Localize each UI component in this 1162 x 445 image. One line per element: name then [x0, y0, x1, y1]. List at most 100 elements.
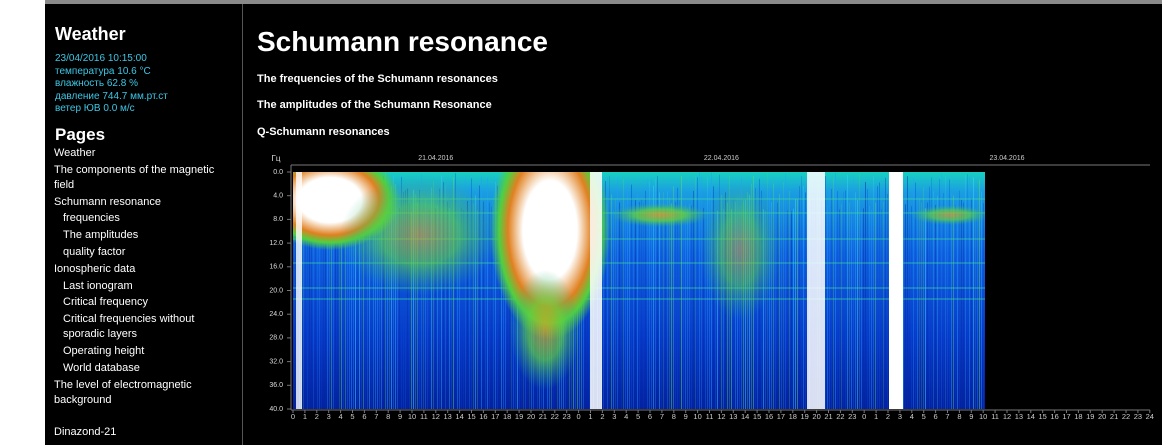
x-tick-label: 2 [315, 412, 319, 421]
texture [779, 193, 780, 409]
nav-link[interactable]: Dinazond-21 [54, 426, 117, 438]
texture [325, 196, 326, 409]
texture [333, 210, 334, 409]
content-link[interactable]: The amplitudes of the Schumann Resonance [257, 99, 492, 111]
texture [691, 205, 692, 409]
page-title: Schumann resonance [257, 26, 548, 57]
nav-sublink[interactable]: World database [63, 361, 140, 374]
texture [945, 176, 946, 409]
texture [427, 193, 428, 409]
texture [293, 238, 985, 240]
texture [413, 189, 414, 409]
texture [359, 190, 360, 409]
texture [389, 200, 390, 409]
texture [495, 181, 496, 409]
x-tick-label: 16 [1050, 412, 1058, 421]
texture [639, 202, 640, 409]
texture [789, 191, 790, 409]
x-tick-label: 7 [374, 412, 378, 421]
texture [929, 186, 930, 409]
texture [627, 181, 628, 409]
texture [409, 203, 410, 409]
texture [919, 198, 920, 409]
sidebar: Weather 23/04/2016 10:15:00 температура 1… [45, 4, 243, 445]
texture [665, 208, 666, 409]
texture [933, 191, 934, 409]
texture [967, 174, 968, 409]
nav-link[interactable]: The level of electromagnetic background [54, 378, 192, 406]
texture [875, 202, 876, 409]
x-tick-label: 14 [741, 412, 749, 421]
texture [827, 204, 828, 409]
content-link[interactable]: Q-Schumann resonances [257, 126, 390, 138]
nav-sublink[interactable]: Critical frequency [63, 296, 148, 309]
texture [619, 202, 620, 409]
nav-link[interactable]: Schumann resonance [54, 195, 162, 208]
texture [497, 185, 498, 409]
texture [917, 197, 918, 409]
texture [405, 190, 406, 409]
nav-sublink[interactable]: quality factor [63, 245, 126, 258]
texture [903, 199, 904, 409]
texture [621, 210, 622, 409]
nav-sublink[interactable]: Critical frequencies without sporadic la… [63, 313, 195, 341]
texture [787, 210, 788, 409]
texture [363, 178, 364, 409]
texture [481, 176, 482, 409]
texture [649, 181, 650, 409]
texture [645, 190, 646, 409]
texture [775, 191, 776, 409]
nav-link[interactable]: Weather [54, 147, 96, 159]
texture [983, 202, 984, 409]
x-tick-label: 21 [824, 412, 832, 421]
texture [635, 200, 636, 409]
texture [395, 184, 396, 409]
texture [473, 203, 474, 409]
x-tick-label: 17 [1062, 412, 1070, 421]
weather-heading: Weather [55, 24, 126, 44]
x-tick-label: 9 [684, 412, 688, 421]
texture [795, 198, 796, 409]
texture [887, 193, 888, 409]
x-tick-label: 6 [934, 412, 938, 421]
texture [701, 176, 702, 409]
texture [667, 191, 668, 409]
texture [865, 182, 866, 409]
texture [831, 189, 832, 409]
texture [307, 174, 308, 409]
texture [643, 203, 644, 409]
nav-sublink[interactable]: Operating height [63, 344, 145, 357]
texture [603, 211, 604, 409]
nav-sublink[interactable]: Last ionogram [63, 279, 133, 292]
texture [337, 190, 338, 409]
texture [963, 202, 964, 409]
nav-sublink[interactable]: The amplitudes [63, 229, 139, 242]
texture [407, 188, 408, 409]
x-tick-label: 11 [991, 412, 999, 421]
texture [849, 202, 850, 409]
texture [685, 203, 686, 409]
texture [453, 177, 454, 409]
y-tick-label: 32.0 [269, 358, 283, 365]
texture [909, 211, 910, 409]
texture [911, 206, 912, 409]
nav-link[interactable]: The components of the magnetic field [54, 163, 215, 191]
texture [353, 172, 354, 409]
texture [677, 187, 678, 409]
x-tick-label: 17 [491, 412, 499, 421]
texture [625, 203, 626, 409]
texture [885, 177, 886, 409]
texture [837, 191, 838, 409]
texture [467, 200, 468, 409]
texture [617, 177, 618, 409]
texture [335, 191, 336, 409]
content-link[interactable]: The frequencies of the Schumann resonanc… [257, 73, 498, 85]
x-tick-label: 2 [600, 412, 604, 421]
texture [475, 195, 476, 409]
nav-sublink[interactable]: frequencies [63, 212, 120, 225]
nav-link[interactable]: Ionospheric data [54, 262, 136, 275]
texture [293, 287, 985, 289]
texture [499, 196, 500, 409]
texture [399, 208, 400, 409]
x-tick-label: 20 [1098, 412, 1106, 421]
